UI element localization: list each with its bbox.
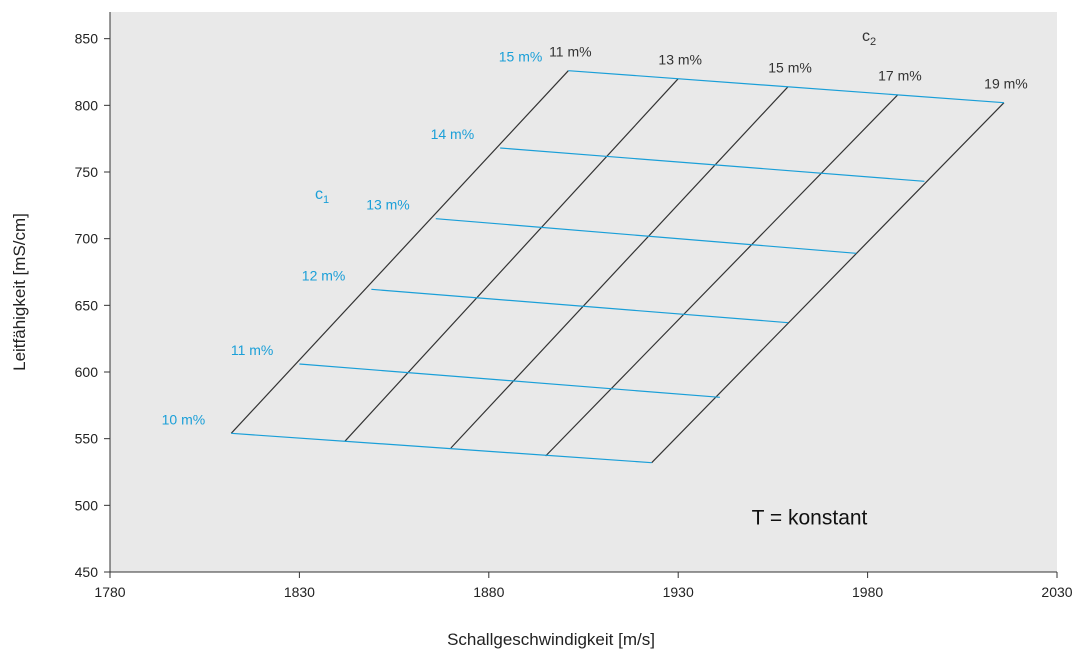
c1-line-label: 12 m% [302, 267, 346, 283]
y-tick-label: 600 [75, 364, 99, 380]
x-tick-label: 1980 [852, 584, 883, 600]
x-axis-ticks: 1780 1830 1880 1930 1980 2030 [94, 572, 1073, 600]
y-tick-label: 750 [75, 164, 99, 180]
y-tick-label: 800 [75, 97, 99, 113]
c1-line [231, 432, 652, 464]
y-tick-label: 850 [75, 31, 99, 47]
y-tick-label: 650 [75, 297, 99, 313]
c2-line [230, 70, 569, 434]
c2-line [651, 102, 1005, 464]
y-tick-label: 550 [75, 431, 99, 447]
c1-line [500, 147, 925, 182]
c1-line-label: 14 m% [431, 126, 475, 142]
x-axis-title: Schallgeschwindigkeit [m/s] [447, 630, 655, 649]
c1-series-lines [231, 70, 1005, 464]
annotation-constant-temperature: T = konstant [752, 507, 868, 530]
c2-line [545, 94, 899, 457]
c1-line [568, 70, 1005, 104]
c2-line-label: 11 m% [549, 44, 592, 60]
x-tick-label: 2030 [1041, 584, 1072, 600]
c2-line-label: 17 m% [878, 68, 922, 84]
c2-series-name: c2 [862, 28, 876, 48]
c1-line [371, 288, 789, 324]
x-tick-label: 1780 [94, 584, 125, 600]
y-axis-ticks: 450 500 550 600 650 700 750 800 850 [75, 31, 110, 580]
y-tick-label: 500 [75, 497, 99, 513]
y-axis-title: Leitfähigkeit [mS/cm] [10, 213, 29, 371]
plot-background [110, 12, 1057, 572]
series-labels: 11 m% 13 m% 15 m% 17 m% 19 m% 10 m% 11 m% 12 m%… [162, 44, 1028, 428]
c2-line-label: 19 m% [984, 76, 1028, 92]
c2-line-label: 13 m% [658, 52, 702, 68]
c2-line [450, 86, 789, 449]
c1-line [299, 363, 720, 398]
c1-series-name: c1 [315, 186, 329, 206]
c1-line-label: 11 m% [231, 342, 274, 358]
c2-line [344, 78, 679, 442]
c1-line-label: 10 m% [162, 411, 206, 427]
c2-series-lines [230, 70, 1005, 464]
x-tick-label: 1830 [284, 584, 315, 600]
c2-line-label: 15 m% [768, 60, 812, 76]
x-tick-label: 1930 [663, 584, 694, 600]
c1-line-label: 15 m% [499, 49, 543, 65]
x-tick-label: 1880 [473, 584, 504, 600]
c1-line [435, 218, 857, 254]
c1-line-label: 13 m% [366, 197, 410, 213]
y-tick-label: 450 [75, 564, 99, 580]
y-tick-label: 700 [75, 231, 99, 247]
